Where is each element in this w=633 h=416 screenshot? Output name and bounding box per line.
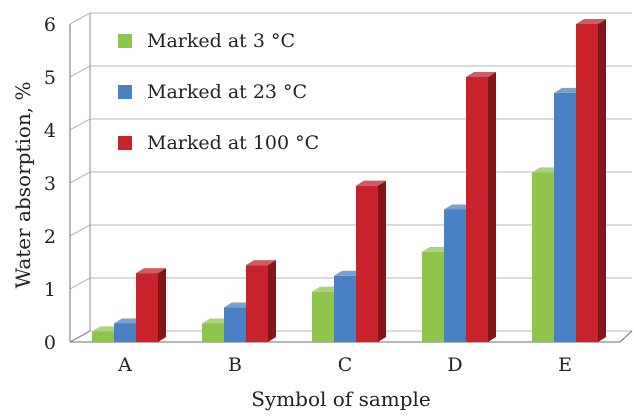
tick-labels: 0 1 2 3 4 5 6 A B C D E bbox=[44, 14, 572, 376]
bar-front bbox=[554, 92, 576, 343]
y-tick-label: 5 bbox=[44, 67, 56, 89]
bar-front bbox=[334, 275, 356, 342]
bar-front bbox=[136, 273, 158, 342]
bar-top bbox=[246, 260, 276, 266]
legend-label: Marked at 23 °C bbox=[147, 81, 307, 103]
legend-swatch bbox=[118, 85, 132, 99]
floor-depth-right bbox=[619, 330, 633, 343]
bar-A-3 bbox=[136, 268, 166, 342]
bar-front bbox=[532, 172, 554, 342]
bar-C-3 bbox=[356, 180, 386, 342]
bar-top bbox=[136, 268, 166, 274]
gridline-depth bbox=[69, 65, 91, 78]
legend-swatch bbox=[118, 136, 132, 150]
bar-top bbox=[466, 72, 496, 77]
gridline-depth bbox=[69, 277, 91, 290]
bar-side bbox=[598, 19, 606, 342]
gridline-depth bbox=[69, 12, 91, 25]
y-axis-label: Water absorption, % bbox=[11, 81, 35, 288]
bar-front bbox=[202, 323, 224, 342]
bar-side bbox=[268, 260, 276, 342]
x-tick-label: E bbox=[558, 354, 572, 376]
bar-front bbox=[356, 185, 378, 342]
y-tick-label: 1 bbox=[44, 279, 56, 301]
bar-top bbox=[576, 19, 606, 24]
legend-label: Marked at 3 °C bbox=[147, 30, 295, 52]
bar-side bbox=[158, 268, 166, 342]
bar-front bbox=[422, 251, 444, 342]
bar-side bbox=[378, 180, 386, 342]
legend-label: Marked at 100 °C bbox=[147, 132, 319, 154]
x-tick-label: A bbox=[117, 354, 132, 376]
legend: Marked at 3 °C Marked at 23 °C Marked at 1… bbox=[118, 30, 319, 154]
y-tick-label: 4 bbox=[44, 120, 56, 142]
bar-front bbox=[92, 331, 114, 342]
bars bbox=[92, 19, 606, 343]
bar-side bbox=[488, 72, 496, 342]
bar-front bbox=[466, 77, 488, 342]
y-tick-label: 0 bbox=[44, 332, 56, 354]
bar-E-3 bbox=[576, 19, 606, 342]
bar-front bbox=[444, 209, 466, 342]
bar-front bbox=[224, 307, 246, 342]
bar-front bbox=[246, 265, 268, 342]
bar-front bbox=[312, 291, 334, 342]
x-tick-label: B bbox=[228, 354, 242, 376]
y-tick-label: 6 bbox=[44, 14, 56, 36]
bar-top bbox=[356, 180, 386, 186]
y-tick-label: 2 bbox=[44, 226, 56, 248]
gridline-depth bbox=[69, 171, 91, 184]
legend-swatch bbox=[118, 34, 132, 48]
bar-front bbox=[114, 323, 136, 342]
gridline-depth bbox=[69, 224, 91, 237]
x-tick-label: D bbox=[447, 354, 462, 376]
bar-front bbox=[576, 24, 598, 342]
x-axis-label: Symbol of sample bbox=[251, 387, 431, 411]
y-tick-label: 3 bbox=[44, 173, 56, 195]
floor-depth-left bbox=[69, 330, 91, 343]
bar-B-3 bbox=[246, 260, 276, 342]
gridline-depth bbox=[69, 118, 91, 131]
bar-D-3 bbox=[466, 72, 496, 342]
x-tick-label: C bbox=[338, 354, 353, 376]
